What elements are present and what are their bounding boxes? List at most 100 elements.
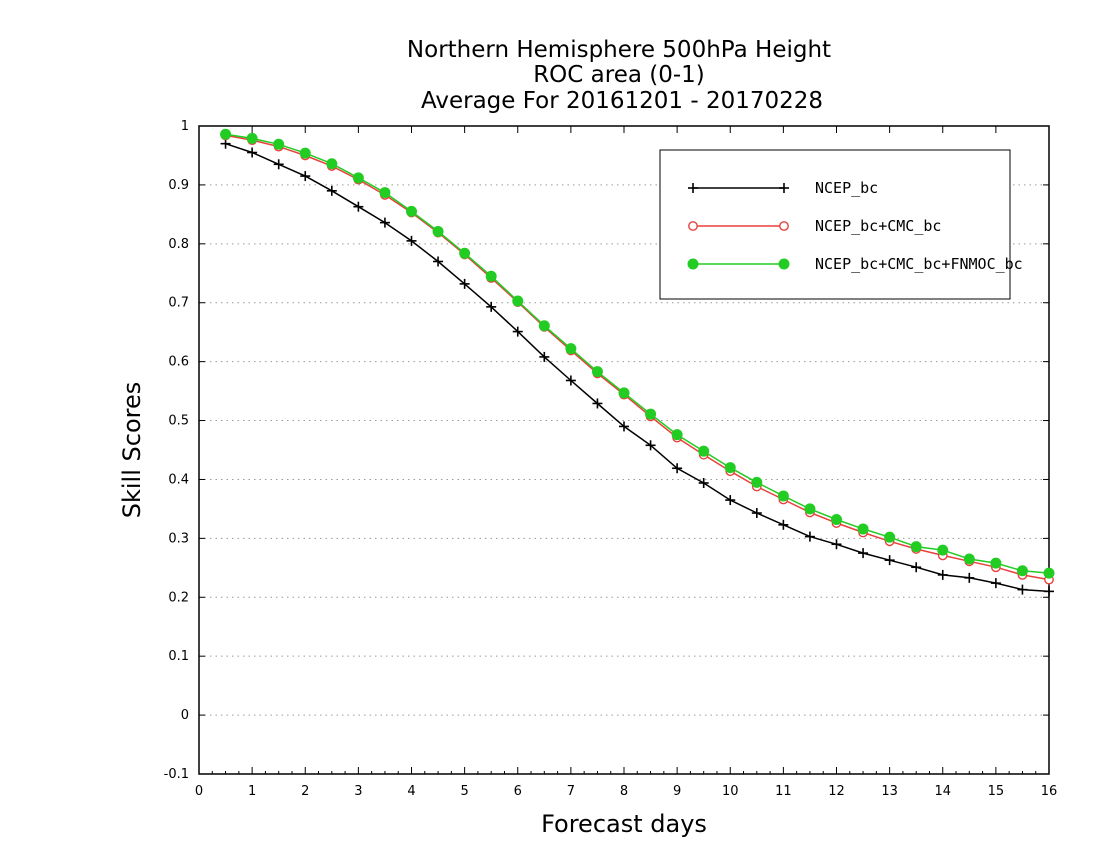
x-tick-label: 7 xyxy=(567,784,575,799)
data-point xyxy=(299,147,311,159)
y-tick-label: 0.8 xyxy=(168,237,189,252)
x-tick-label: 16 xyxy=(1041,784,1058,799)
x-tick-label: 1 xyxy=(248,784,256,799)
legend-marker xyxy=(779,183,789,193)
legend-marker xyxy=(778,258,790,270)
data-point xyxy=(672,463,683,474)
x-tick-label: 9 xyxy=(673,784,681,799)
data-point xyxy=(538,320,550,332)
legend-marker xyxy=(688,183,698,193)
x-tick-label: 2 xyxy=(301,784,309,799)
data-point xyxy=(911,562,922,573)
data-point xyxy=(485,270,497,282)
series-line xyxy=(225,142,1050,593)
legend-item: NCEP_bc xyxy=(688,179,878,197)
y-axis-title: Skill Scores xyxy=(118,382,146,519)
data-point xyxy=(751,476,763,488)
x-tick-label: 14 xyxy=(934,784,951,799)
data-point xyxy=(751,508,762,519)
data-point xyxy=(1017,584,1028,595)
data-point xyxy=(459,247,471,259)
y-tick-label: 0.5 xyxy=(168,414,189,429)
x-tick-label: 12 xyxy=(828,784,845,799)
data-point xyxy=(645,440,656,451)
chart-title-line: Northern Hemisphere 500hPa Height xyxy=(407,37,831,63)
data-point xyxy=(910,541,922,553)
data-point xyxy=(406,205,417,217)
data-point xyxy=(220,128,232,140)
x-tick-label: 4 xyxy=(407,784,415,799)
data-point xyxy=(591,366,603,378)
data-point xyxy=(1016,565,1028,577)
data-point xyxy=(884,531,896,543)
y-tick-label: 0.6 xyxy=(168,355,189,370)
y-tick-label: 0.4 xyxy=(168,472,189,487)
data-point xyxy=(804,531,815,542)
data-point xyxy=(725,495,736,506)
legend: NCEP_bc NCEP_bc+CMC_bc NCEP_bc+CMC_bc+FNMO… xyxy=(659,149,1023,300)
data-point xyxy=(777,490,789,502)
legend-box xyxy=(659,149,1011,300)
legend-item: NCEP_bc+CMC_bc xyxy=(688,217,941,235)
data-point xyxy=(565,343,577,355)
data-point xyxy=(645,408,657,420)
x-tick-label: 8 xyxy=(620,784,628,799)
y-tick-label: 0.2 xyxy=(168,590,189,605)
data-point xyxy=(698,477,709,488)
chart-period-line: Average For 20161201 - 20170228 xyxy=(421,88,823,114)
data-point xyxy=(300,171,311,182)
data-point xyxy=(539,351,550,362)
data-point xyxy=(778,519,789,530)
data-point xyxy=(831,539,842,550)
series-1 xyxy=(220,138,1054,597)
data-point xyxy=(459,278,470,289)
x-tick-label: 0 xyxy=(195,784,203,799)
data-point xyxy=(433,256,444,267)
data-point xyxy=(486,301,497,312)
y-tick-label: 1 xyxy=(181,119,189,134)
x-tick-label: 6 xyxy=(514,784,522,799)
x-tick-label: 10 xyxy=(722,784,739,799)
legend-marker xyxy=(779,221,789,231)
data-point xyxy=(619,421,629,432)
data-point xyxy=(698,445,710,457)
data-point xyxy=(990,578,1001,589)
data-point xyxy=(858,548,869,559)
data-point xyxy=(804,503,816,515)
legend-label: NCEP_bc xyxy=(815,179,878,197)
data-point xyxy=(379,187,391,199)
data-point xyxy=(990,557,1002,569)
y-tick-label: 0.9 xyxy=(168,178,189,193)
data-point xyxy=(1043,567,1055,579)
x-tick-label: 5 xyxy=(460,784,468,799)
data-point xyxy=(273,138,285,150)
data-point xyxy=(247,147,258,158)
data-point xyxy=(618,387,630,399)
data-point xyxy=(326,185,337,196)
x-tick-label: 13 xyxy=(881,784,898,799)
data-point xyxy=(831,514,842,526)
x-axis-ticks: 0 1 2 3 4 5 6 7 8 9 10 11 12 13 14 15 16 xyxy=(195,126,1057,799)
data-point xyxy=(379,217,390,228)
data-point xyxy=(246,132,258,144)
chart-subtitle-line: ROC area (0-1) xyxy=(533,62,705,88)
y-tick-label: 0.7 xyxy=(168,296,189,311)
data-point xyxy=(857,523,869,535)
legend-label: NCEP_bc+CMC_bc+FNMOC_bc xyxy=(815,255,1023,273)
data-point xyxy=(432,225,444,237)
data-point xyxy=(406,235,417,246)
y-tick-label: 0.1 xyxy=(168,649,189,664)
data-point xyxy=(352,172,364,184)
y-axis-ticks: -0.1 0 0.1 0.2 0.3 0.4 0.5 0.6 0.7 0.8 0.9 1 xyxy=(164,119,1049,782)
data-point xyxy=(592,398,603,409)
data-point xyxy=(671,429,683,441)
data-point xyxy=(884,555,895,566)
chart-title: Northern Hemisphere 500hPa Height ROC ar… xyxy=(407,37,831,114)
legend-label: NCEP_bc+CMC_bc xyxy=(815,217,941,235)
data-point xyxy=(353,201,364,212)
data-series xyxy=(220,128,1055,597)
data-point xyxy=(1044,586,1054,597)
x-tick-label: 15 xyxy=(988,784,1005,799)
